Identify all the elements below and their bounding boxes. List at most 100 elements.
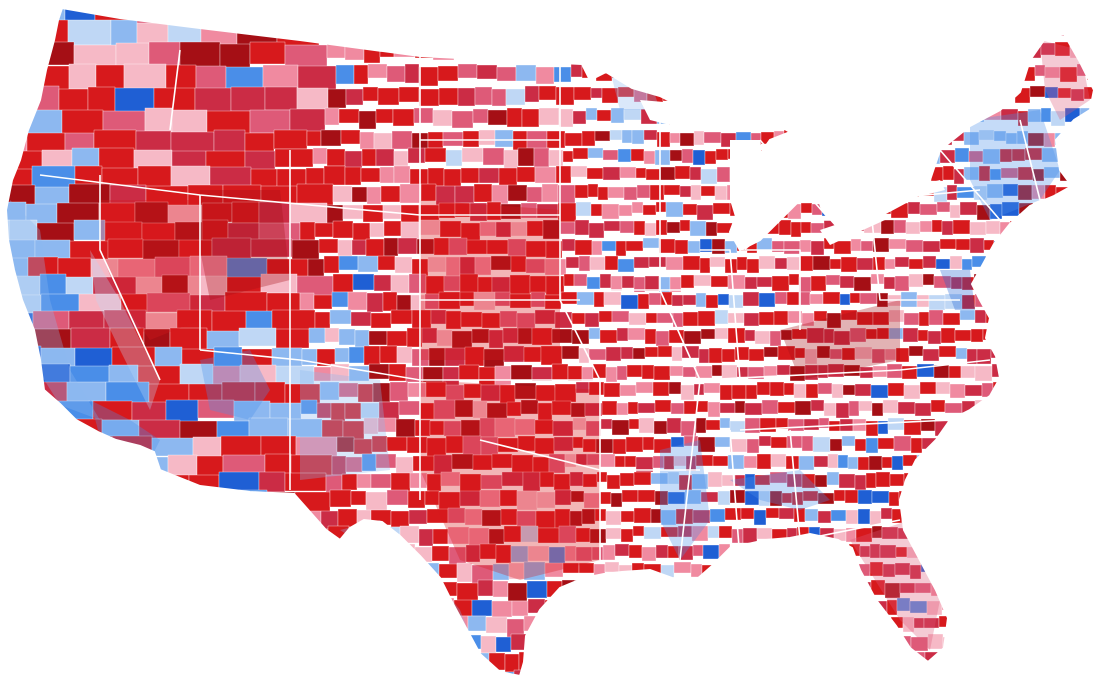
county-38 xyxy=(764,8,781,10)
county-472 xyxy=(602,149,619,161)
county-1783 xyxy=(995,509,1008,525)
county-2047 xyxy=(1050,580,1064,595)
county-1757 xyxy=(650,508,662,524)
county-730 xyxy=(619,220,635,234)
county-46 xyxy=(880,8,896,14)
county-220 xyxy=(672,63,684,78)
county-2294 xyxy=(881,652,900,668)
county-2096 xyxy=(826,597,843,610)
county-2044 xyxy=(1010,581,1028,596)
county-169 xyxy=(823,43,838,55)
county-1710 xyxy=(871,490,890,504)
county-614 xyxy=(784,186,797,203)
county-2317 xyxy=(190,672,221,676)
county-956 xyxy=(1031,276,1043,293)
county-604 xyxy=(649,184,665,201)
county-754 xyxy=(931,219,943,233)
county-476 xyxy=(654,149,671,166)
county-164 xyxy=(758,42,775,57)
county-58 xyxy=(1049,8,1063,17)
county-28 xyxy=(622,8,634,14)
county-699 xyxy=(1075,201,1092,214)
county-1974 xyxy=(976,564,992,580)
county-2323 xyxy=(352,670,370,676)
county-1593 xyxy=(1018,454,1037,470)
county-816 xyxy=(888,238,907,250)
county-133 xyxy=(219,43,251,69)
county-163 xyxy=(745,41,760,58)
county-55 xyxy=(1008,8,1021,12)
county-1208 xyxy=(955,347,968,360)
county-1998 xyxy=(371,580,390,598)
county-1711 xyxy=(888,491,900,507)
county-1734 xyxy=(202,509,245,542)
county-860 xyxy=(604,255,619,271)
county-276 xyxy=(555,86,575,106)
county-1769 xyxy=(817,510,832,524)
county-2188 xyxy=(224,636,260,660)
county-2081 xyxy=(617,599,631,616)
county-234 xyxy=(866,65,878,82)
county-358 xyxy=(853,108,869,120)
county-2155 xyxy=(763,617,781,630)
county-1526 xyxy=(992,435,1006,449)
county-321 xyxy=(249,109,291,134)
county-313 xyxy=(1101,86,1112,98)
county-288 xyxy=(728,88,747,102)
county-519 xyxy=(323,165,346,186)
county-404 xyxy=(594,130,611,142)
county-1120 xyxy=(644,328,657,345)
county-104 xyxy=(802,22,818,35)
county-2087 xyxy=(698,598,715,611)
county-1921 xyxy=(1101,547,1112,558)
county-505 xyxy=(1058,150,1073,164)
county-1205 xyxy=(908,345,924,357)
county-1388 xyxy=(810,399,825,412)
county-1271 xyxy=(933,364,950,379)
county-217 xyxy=(627,64,640,78)
county-1650 xyxy=(929,474,942,489)
county-145 xyxy=(485,41,501,57)
county-2363 xyxy=(940,670,954,676)
county-882 xyxy=(908,258,924,270)
county-194 xyxy=(123,63,167,92)
county-1601 xyxy=(40,472,81,492)
county-2298 xyxy=(939,654,958,666)
county-669 xyxy=(665,201,684,218)
county-119 xyxy=(1005,19,1019,31)
county-474 xyxy=(630,148,645,162)
county-799 xyxy=(674,239,689,255)
county-51 xyxy=(951,8,967,11)
county-1444 xyxy=(719,417,731,429)
county-2006 xyxy=(507,582,528,602)
county-1234 xyxy=(388,363,407,382)
county-881 xyxy=(894,256,910,268)
county-1956 xyxy=(726,563,741,577)
county-48 xyxy=(907,8,920,14)
county-1179 xyxy=(561,345,580,360)
county-1090 xyxy=(6,329,35,353)
county-1776 xyxy=(901,510,916,525)
county-1532 xyxy=(1071,438,1084,450)
county-291 xyxy=(773,85,785,100)
county-2013 xyxy=(608,582,627,598)
county-95 xyxy=(694,21,708,35)
county-1515 xyxy=(841,435,856,447)
county-522 xyxy=(379,166,395,184)
county-2237 xyxy=(999,633,1011,645)
county-1238 xyxy=(458,364,480,381)
county-715 xyxy=(369,222,385,238)
county-1465 xyxy=(1002,420,1014,433)
county-1754 xyxy=(605,510,622,526)
county-86 xyxy=(565,19,584,31)
county-1329 xyxy=(870,384,889,399)
county-1802 xyxy=(308,528,329,548)
county-111 xyxy=(901,20,915,32)
county-390 xyxy=(359,131,375,150)
county-1919 xyxy=(1077,543,1090,556)
county-8 xyxy=(256,8,290,25)
county-1679 xyxy=(407,490,426,509)
county-355 xyxy=(814,107,829,122)
county-334 xyxy=(521,108,540,128)
county-926 xyxy=(621,275,635,289)
